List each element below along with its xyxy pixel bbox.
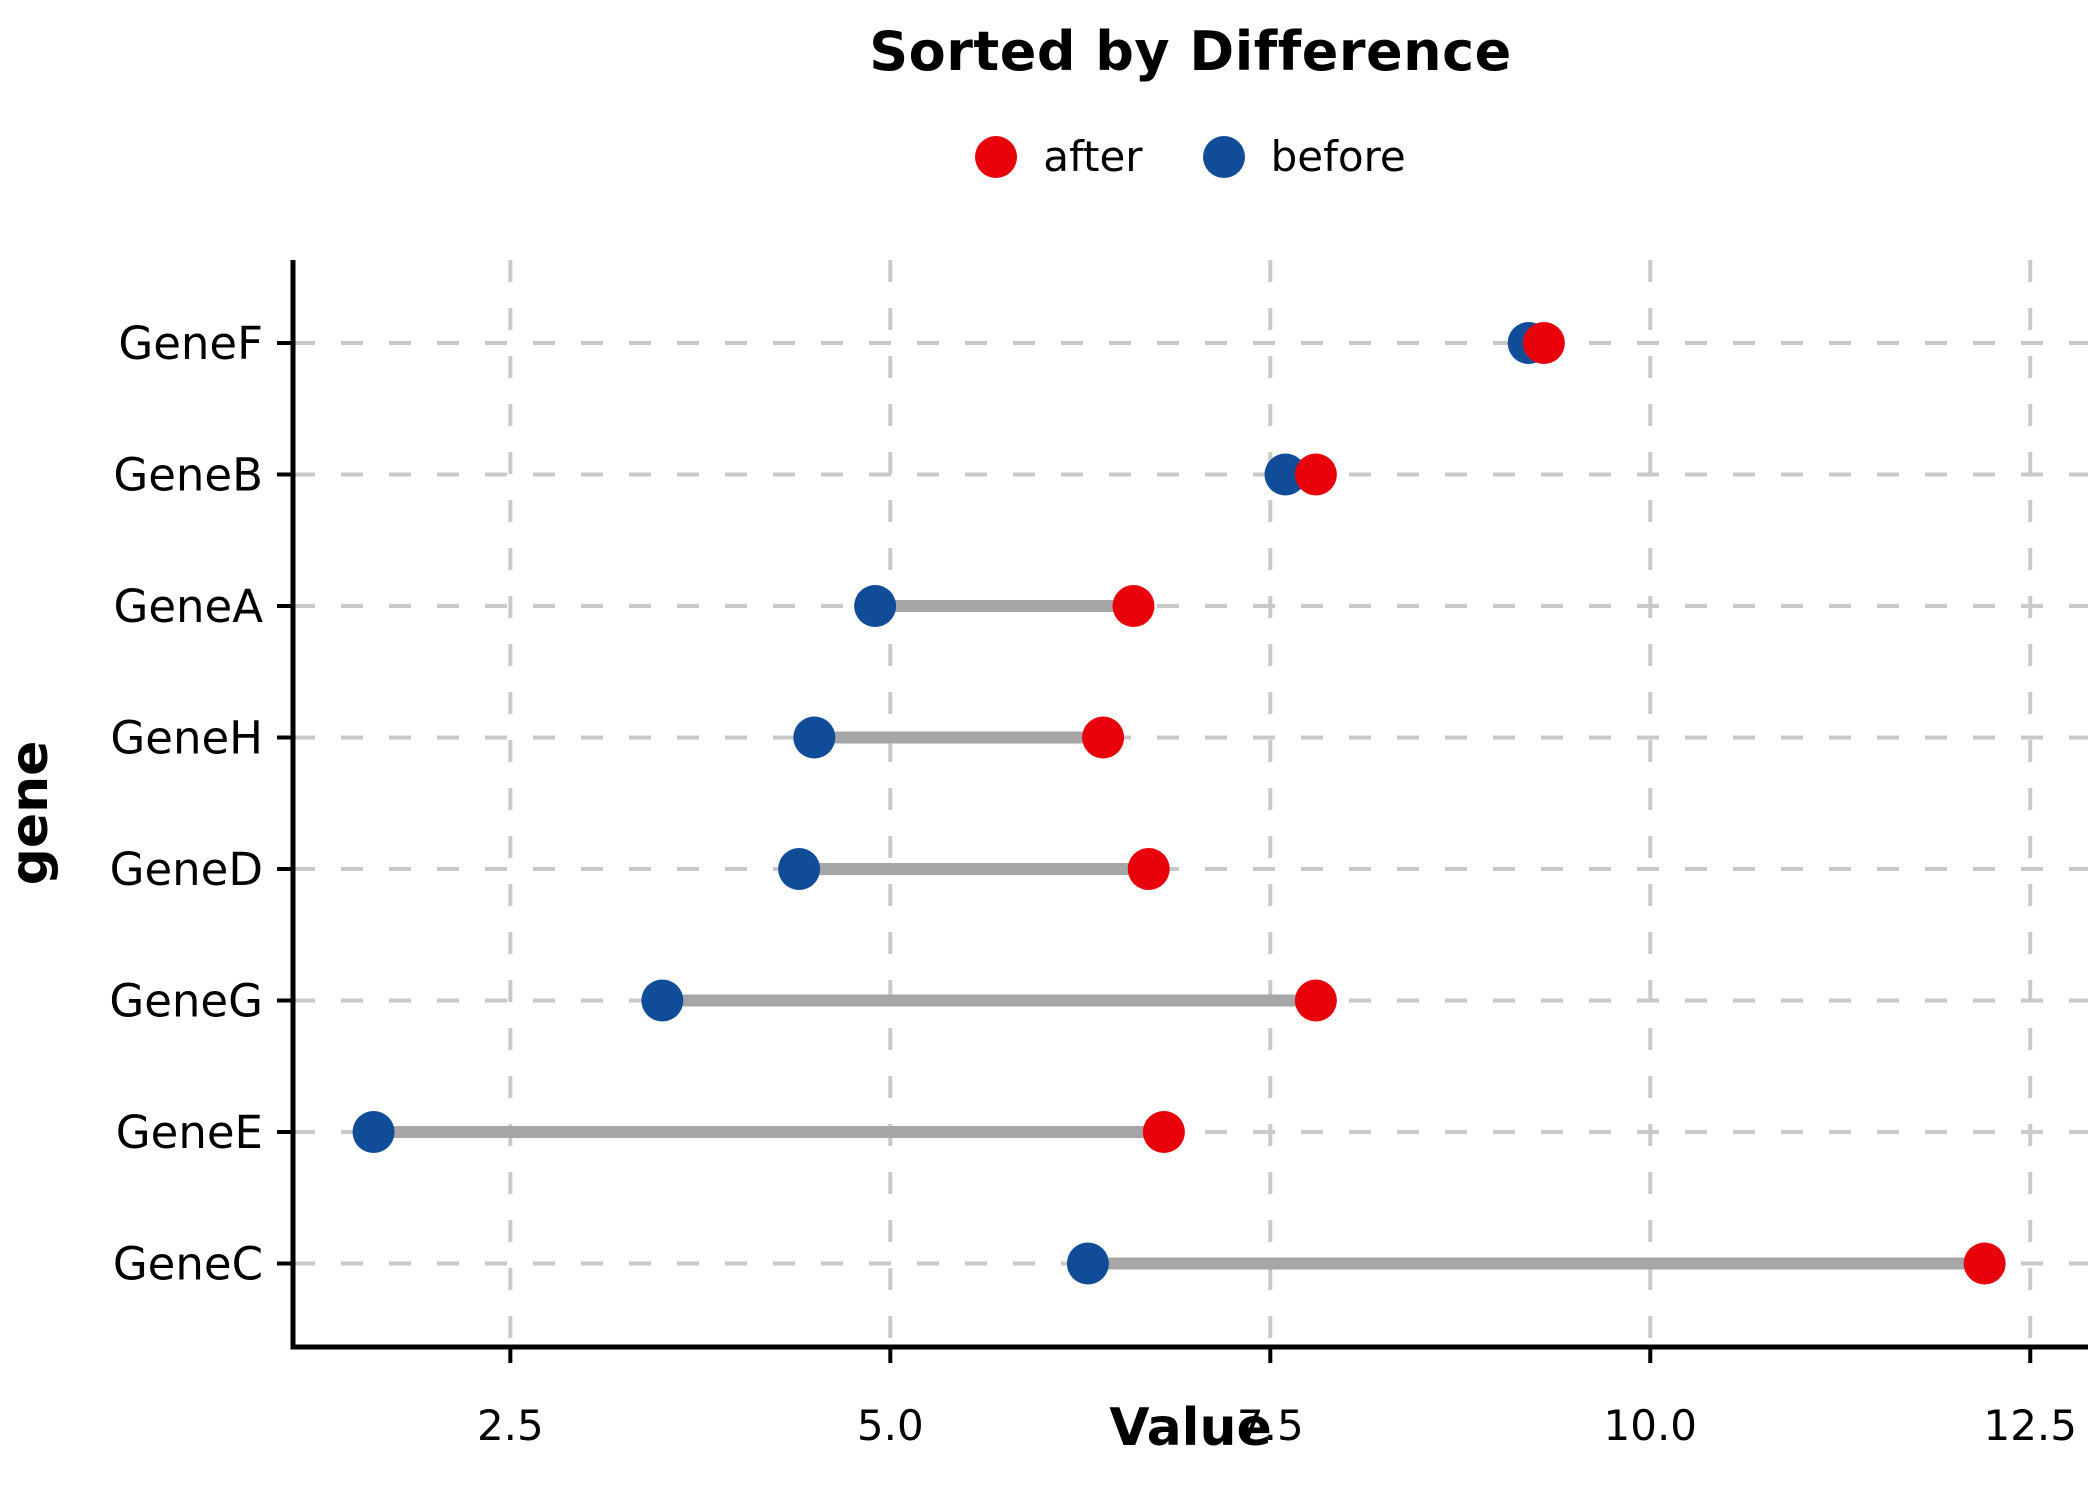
y-tick-label: GeneC: [113, 1238, 263, 1291]
after-dot: [1082, 716, 1125, 759]
y-tick-label: GeneA: [113, 580, 263, 633]
x-tick-label: 2.5: [477, 1401, 544, 1450]
after-dot: [1294, 979, 1337, 1022]
after-dot: [1963, 1242, 2006, 1285]
x-tick-label: 5.0: [857, 1401, 924, 1450]
after-marker-icon: [975, 136, 1018, 178]
before-dot: [1066, 1242, 1109, 1285]
after-dot: [1142, 1111, 1185, 1153]
before-dot: [793, 716, 836, 759]
legend: after before: [293, 136, 2088, 178]
y-tick-label: GeneH: [110, 712, 263, 765]
after-dot: [1112, 585, 1155, 627]
before-dot: [778, 848, 821, 890]
y-tick-label: GeneE: [116, 1106, 263, 1159]
y-tick-label: GeneF: [118, 317, 263, 370]
x-axis-label: Value: [1109, 1398, 1272, 1458]
after-dot: [1127, 848, 1170, 890]
legend-label-before: before: [1270, 132, 1406, 181]
legend-item-after: after: [975, 132, 1143, 181]
before-dot: [352, 1111, 395, 1153]
x-tick-label: 12.5: [1983, 1401, 2077, 1450]
legend-item-before: before: [1202, 132, 1406, 181]
legend-label-after: after: [1043, 132, 1143, 181]
before-dot: [854, 585, 897, 627]
y-tick-label: GeneB: [113, 449, 263, 502]
x-tick-label: 7.5: [1237, 1401, 1304, 1450]
after-dot: [1522, 322, 1565, 364]
y-tick-label: GeneD: [110, 843, 263, 896]
after-dot: [1294, 453, 1337, 496]
before-marker-icon: [1202, 136, 1245, 178]
before-dot: [1264, 453, 1307, 496]
y-tick-label: GeneG: [109, 975, 263, 1028]
x-tick-label: 10.0: [1604, 1401, 1698, 1450]
y-axis-label: gene: [0, 740, 60, 886]
chart-title: Sorted by Difference: [869, 20, 1512, 83]
before-dot: [641, 979, 684, 1022]
